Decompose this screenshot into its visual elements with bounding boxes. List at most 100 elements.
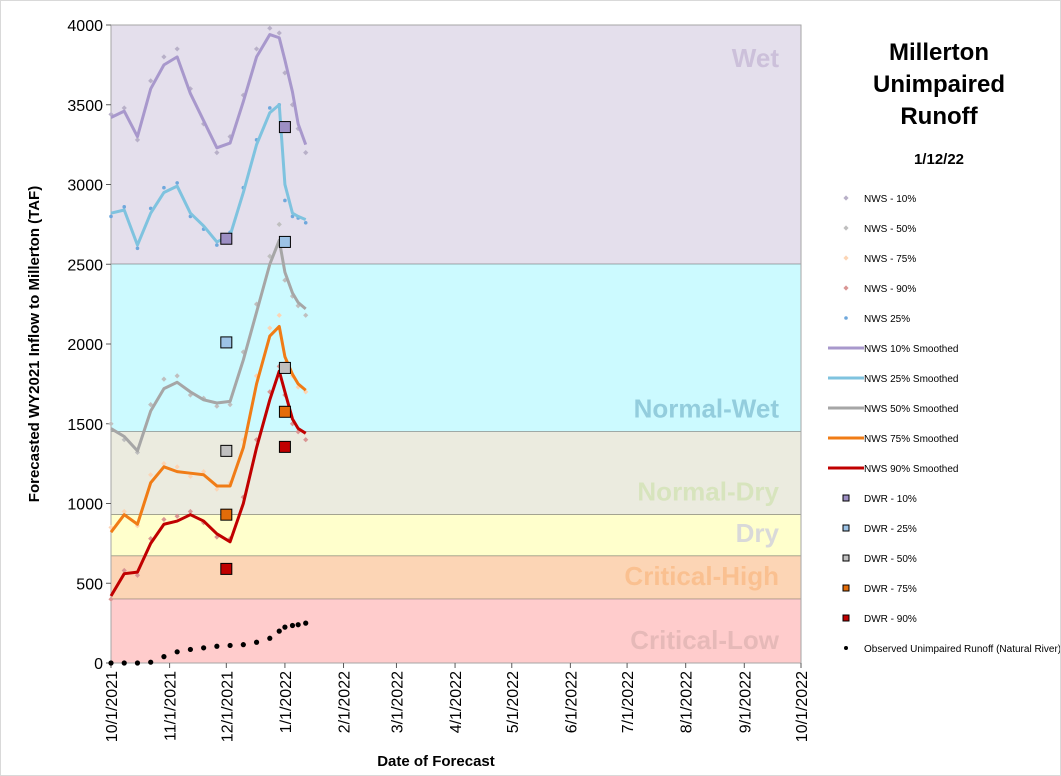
y-tick-label: 4000 [67, 18, 103, 35]
legend-label: NWS 25% Smoothed [864, 374, 959, 385]
legend-swatch [842, 554, 850, 562]
point [214, 643, 220, 649]
point [303, 312, 309, 318]
point [121, 508, 127, 515]
point [267, 325, 273, 331]
point [289, 622, 296, 629]
legend-swatch [842, 524, 850, 532]
y-tick-label: 0 [94, 656, 103, 673]
y-tick-label: 2000 [67, 337, 103, 354]
point [174, 649, 180, 655]
x-tick-label: 4/1/2022 [448, 671, 465, 733]
x-tick-label: 1/1/2022 [278, 671, 295, 733]
legend-swatch [844, 316, 848, 320]
point [162, 185, 166, 190]
zone-band [111, 514, 801, 557]
point [267, 253, 273, 259]
point [148, 402, 154, 408]
point [121, 660, 127, 666]
legend-label: NWS - 90% [864, 284, 916, 295]
x-tick-label: 6/1/2022 [563, 671, 580, 733]
square-marker [220, 336, 233, 349]
point [161, 54, 167, 60]
point [174, 464, 180, 470]
point [121, 437, 127, 443]
legend-swatch [843, 285, 849, 291]
y-axis-label: Forecasted WY2021 Inflow to Millerton (T… [26, 186, 43, 502]
y-tick-label: 3000 [67, 178, 103, 195]
point [303, 437, 309, 443]
square-marker [220, 444, 233, 457]
legend-label: DWR - 25% [864, 524, 917, 535]
point [214, 150, 220, 156]
point [135, 246, 140, 251]
point [303, 620, 309, 626]
square-marker [278, 121, 291, 134]
x-tick-label: 10/1/2021 [104, 671, 121, 742]
point [134, 523, 141, 529]
x-tick-label: 3/1/2022 [389, 671, 406, 733]
square-marker [220, 232, 233, 245]
legend-swatch [843, 255, 849, 261]
point [174, 373, 180, 379]
point [122, 205, 127, 209]
point [174, 46, 180, 52]
square-marker [278, 440, 291, 453]
legend-swatch [842, 494, 850, 502]
x-tick-label: 11/1/2021 [163, 671, 180, 741]
x-axis-label: Date of Forecast [377, 753, 495, 770]
legend-swatch [842, 584, 850, 592]
point [134, 660, 141, 666]
point [161, 654, 167, 660]
legend-label: NWS - 50% [864, 224, 916, 235]
point [201, 469, 207, 475]
point [276, 30, 282, 36]
y-tick-label: 1500 [67, 417, 103, 434]
y-tick-label: 2500 [67, 257, 103, 274]
point [108, 524, 114, 531]
point [295, 429, 301, 435]
series-line [110, 33, 308, 150]
point [295, 622, 301, 628]
point [148, 659, 154, 665]
point [289, 102, 296, 108]
point [148, 78, 154, 84]
zone-label: Normal-Dry [637, 477, 779, 507]
point [303, 220, 308, 225]
point [187, 392, 193, 398]
x-tick-label: 5/1/2022 [505, 671, 522, 733]
point [276, 628, 282, 634]
point [187, 473, 193, 479]
series-line [109, 324, 307, 534]
zone-band [111, 599, 801, 663]
point [267, 635, 273, 641]
point [267, 106, 272, 110]
point [161, 461, 167, 467]
point [283, 198, 287, 203]
x-tick-label: 2/1/2022 [337, 671, 354, 733]
point [134, 137, 141, 143]
x-tick-label: 7/1/2022 [620, 671, 637, 733]
point [108, 660, 114, 666]
legend-label: NWS 50% Smoothed [864, 404, 959, 415]
x-tick-label: 12/1/2021 [219, 671, 236, 742]
point [108, 596, 114, 602]
legend-label: NWS - 10% [864, 194, 916, 205]
point [161, 516, 167, 523]
point [214, 403, 220, 409]
point [227, 402, 233, 408]
point [282, 277, 288, 283]
point [303, 389, 309, 395]
point [295, 303, 301, 309]
zone-label: Critical-High [624, 561, 779, 591]
point [134, 572, 141, 578]
point [109, 214, 113, 219]
point [214, 486, 220, 492]
point [276, 221, 282, 227]
point [253, 46, 260, 52]
square-marker [278, 235, 291, 248]
point [148, 472, 154, 478]
point [187, 646, 193, 653]
legend-label: NWS 10% Smoothed [864, 344, 959, 355]
point [240, 642, 246, 648]
